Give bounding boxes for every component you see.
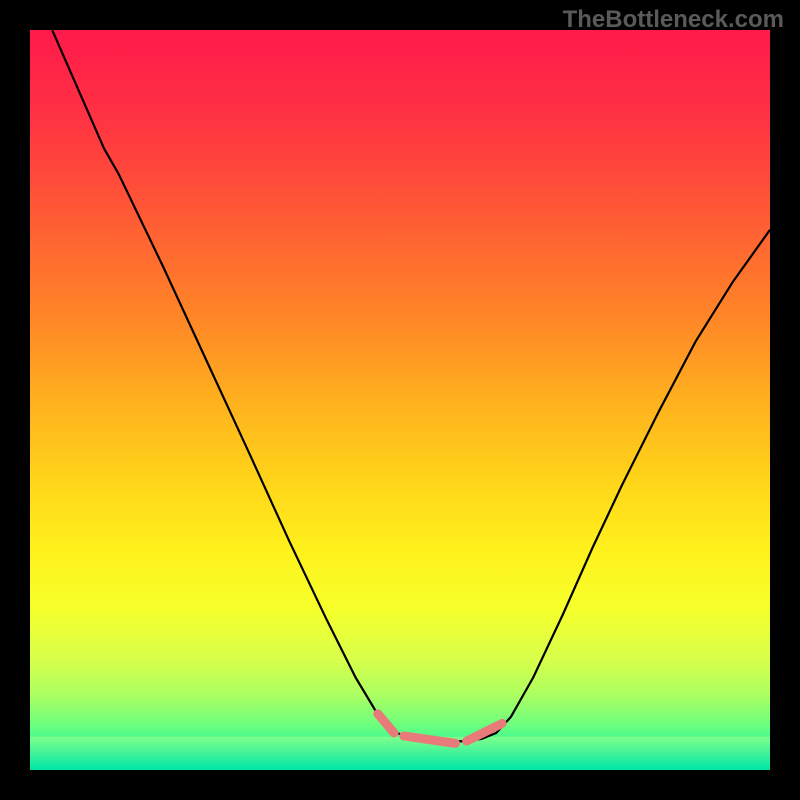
bottleneck-chart (30, 30, 770, 770)
green-band (30, 737, 770, 770)
watermark-text: TheBottleneck.com (563, 6, 784, 34)
gradient-background (30, 30, 770, 770)
plot-area (30, 30, 770, 770)
